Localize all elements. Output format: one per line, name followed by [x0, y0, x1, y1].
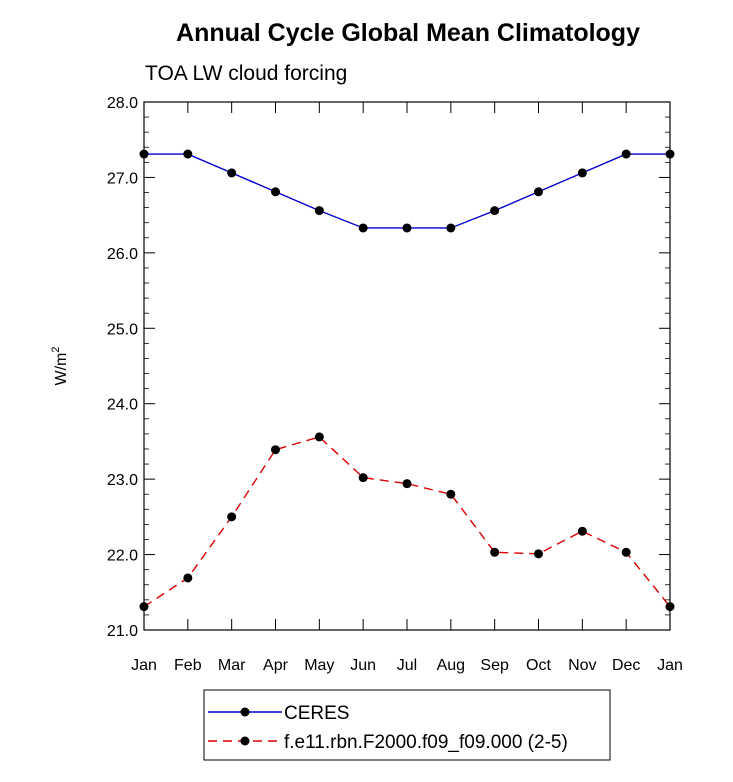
- x-tick-label: Mar: [218, 657, 246, 674]
- chart-title: Annual Cycle Global Mean Climatology: [176, 19, 640, 47]
- data-point: [271, 187, 280, 197]
- legend-entry: CERES: [208, 703, 349, 724]
- data-point: [577, 168, 587, 178]
- x-tick-label: May: [304, 657, 334, 674]
- y-axis-label: W/m2: [50, 347, 70, 386]
- data-point: [314, 432, 324, 442]
- y-tick-label: 22.0: [107, 548, 138, 565]
- series-2: [139, 432, 675, 612]
- y-tick-label: 25.0: [107, 321, 138, 338]
- data-point: [446, 489, 456, 499]
- data-point: [139, 602, 149, 612]
- legend-marker: [240, 736, 250, 746]
- x-tick-label: Dec: [612, 657, 640, 674]
- series-layer: [139, 149, 675, 612]
- x-tick-label: Oct: [526, 657, 551, 674]
- x-tick-label: Jan: [131, 657, 157, 674]
- x-tick-label: Jan: [657, 657, 683, 674]
- plot-frame: [143, 101, 671, 631]
- data-point: [621, 149, 631, 159]
- data-point: [665, 149, 675, 159]
- chart-subtitle: TOA LW cloud forcing: [145, 62, 347, 85]
- data-point: [271, 445, 280, 455]
- series-line: [143, 436, 671, 608]
- data-point: [534, 187, 543, 197]
- data-point: [534, 549, 543, 559]
- data-point: [665, 602, 675, 612]
- axes: 21.0 22.0 23.0 24.0 25.0 26.0 27.0 28.0 Jan Feb Ma…: [107, 95, 683, 674]
- data-point: [227, 512, 237, 522]
- data-point: [490, 547, 500, 557]
- series-1: [139, 149, 675, 233]
- data-point: [577, 526, 587, 536]
- x-tick-label: Jul: [397, 657, 417, 674]
- data-point: [358, 473, 368, 483]
- data-point: [402, 223, 412, 233]
- data-point: [446, 223, 456, 233]
- y-tick-label: 24.0: [107, 397, 138, 414]
- data-point: [139, 149, 149, 159]
- legend-entry: f.e11.rbn.F2000.f09_f09.000 (2-5): [208, 732, 568, 753]
- legend-label: f.e11.rbn.F2000.f09_f09.000 (2-5): [284, 732, 568, 753]
- y-tick-label: 26.0: [107, 246, 138, 263]
- y-tick-label: 28.0: [107, 95, 138, 112]
- legend-marker: [240, 707, 250, 717]
- data-point: [402, 479, 412, 489]
- x-tick-label: Feb: [174, 657, 202, 674]
- legend-label: CERES: [284, 703, 349, 724]
- x-tick-label: Jun: [350, 657, 376, 674]
- data-point: [183, 573, 193, 583]
- data-point: [227, 168, 237, 178]
- legend: CERES f.e11.rbn.F2000.f09_f09.000 (2-5): [203, 689, 611, 761]
- x-tick-label: Apr: [263, 657, 289, 674]
- data-point: [314, 206, 324, 216]
- y-tick-label: 27.0: [107, 170, 138, 187]
- series-line: [144, 153, 670, 229]
- data-point: [358, 223, 368, 233]
- data-point: [183, 149, 193, 159]
- y-tick-label: 23.0: [107, 472, 138, 489]
- x-tick-label: Aug: [437, 657, 465, 674]
- data-point: [490, 206, 500, 216]
- x-tick-label: Sep: [480, 657, 509, 674]
- data-point: [621, 547, 631, 557]
- x-tick-label: Nov: [568, 657, 596, 674]
- y-tick-label: 21.0: [107, 623, 138, 640]
- legend-box: [203, 689, 611, 761]
